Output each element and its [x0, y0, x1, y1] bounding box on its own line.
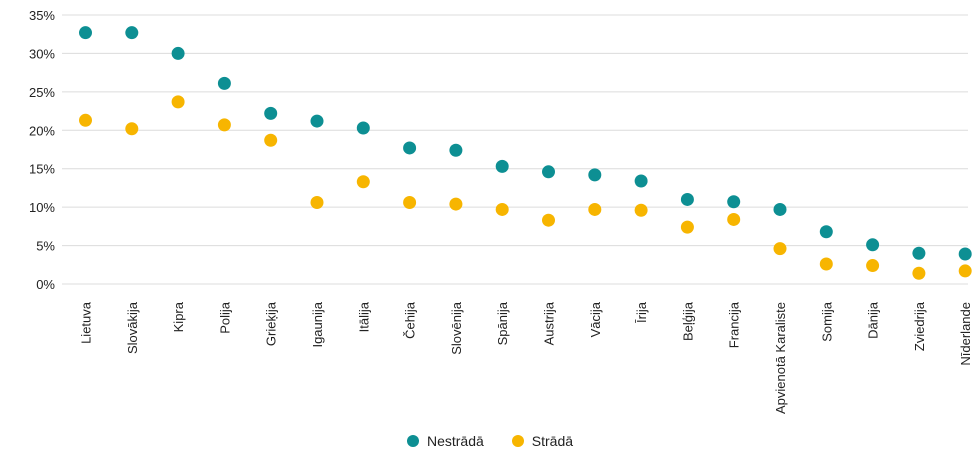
- legend-marker-series-2: [511, 435, 524, 447]
- x-category-label: Dānija: [866, 301, 881, 339]
- data-point-series-1[interactable]: [819, 225, 833, 239]
- x-category-label: Somija: [819, 301, 834, 342]
- y-tick-label: 10%: [29, 200, 55, 215]
- data-point-series-1[interactable]: [773, 202, 787, 216]
- data-point-series-2[interactable]: [680, 220, 694, 234]
- data-point-series-2[interactable]: [495, 202, 509, 216]
- data-point-series-2[interactable]: [310, 196, 324, 210]
- x-category-label: Vācija: [588, 301, 603, 337]
- data-point-series-2[interactable]: [542, 213, 555, 227]
- y-tick-label: 25%: [29, 85, 55, 100]
- data-point-series-2[interactable]: [773, 242, 787, 256]
- data-point-series-2[interactable]: [912, 266, 926, 280]
- x-category-label: Austrija: [542, 301, 557, 345]
- legend-label-series-1: Nestrādā: [426, 433, 484, 449]
- data-point-series-2[interactable]: [125, 122, 139, 136]
- data-points: [79, 26, 972, 280]
- x-category-label: Grieķija: [264, 301, 279, 346]
- x-category-label: Īrija: [634, 301, 649, 323]
- x-category-label: Apvienotā Karaliste: [773, 302, 788, 414]
- data-point-series-1[interactable]: [403, 141, 417, 155]
- data-point-series-1[interactable]: [495, 159, 509, 173]
- data-point-series-2[interactable]: [727, 212, 741, 226]
- x-category-label: Itālija: [356, 301, 371, 332]
- data-point-series-1[interactable]: [634, 174, 648, 188]
- x-category-label: Slovēnija: [449, 301, 464, 355]
- data-point-series-1[interactable]: [866, 238, 880, 252]
- data-point-series-1[interactable]: [171, 46, 185, 60]
- x-category-label: Čehija: [403, 301, 418, 339]
- data-point-series-2[interactable]: [958, 264, 972, 278]
- y-tick-label: 20%: [29, 123, 55, 138]
- data-point-series-2[interactable]: [171, 95, 185, 109]
- x-category-label: Polija: [217, 301, 232, 334]
- data-point-series-1[interactable]: [449, 143, 463, 157]
- x-category-label: Slovākija: [125, 301, 140, 354]
- y-tick-label: 0%: [36, 277, 55, 292]
- y-tick-label: 35%: [29, 8, 55, 23]
- x-axis-labels: Lietuva Slovākija Kipra Polija Grieķija Igaun…: [79, 301, 974, 414]
- data-point-series-2[interactable]: [634, 203, 648, 217]
- data-point-series-1[interactable]: [356, 121, 370, 135]
- data-point-series-1[interactable]: [912, 246, 926, 260]
- x-category-label: Igaunija: [310, 301, 325, 347]
- x-category-label: Francija: [727, 301, 742, 348]
- data-point-series-1[interactable]: [727, 195, 741, 209]
- x-category-label: Zviedrija: [912, 301, 927, 351]
- data-point-series-2[interactable]: [449, 197, 463, 211]
- data-point-series-1[interactable]: [310, 114, 324, 128]
- x-category-label: Lietuva: [79, 301, 94, 344]
- data-point-series-1[interactable]: [542, 165, 555, 179]
- data-point-series-1[interactable]: [125, 26, 139, 40]
- gridlines: [62, 14, 968, 285]
- data-point-series-1[interactable]: [958, 247, 972, 261]
- data-point-series-2[interactable]: [866, 259, 880, 273]
- data-point-series-2[interactable]: [403, 196, 417, 210]
- data-point-series-2[interactable]: [79, 113, 92, 127]
- legend-item-series-2[interactable]: Strādā: [511, 433, 574, 449]
- data-point-series-2[interactable]: [264, 133, 278, 147]
- x-category-label: Beļģija: [680, 301, 695, 341]
- data-point-series-1[interactable]: [217, 76, 231, 90]
- y-tick-label: 15%: [29, 162, 55, 177]
- data-point-series-1[interactable]: [79, 26, 92, 40]
- x-category-label: Kipra: [171, 301, 186, 332]
- y-axis-ticks: 0% 5% 10% 15% 20% 25% 30% 35%: [29, 8, 55, 292]
- y-tick-label: 5%: [36, 239, 55, 254]
- data-point-series-1[interactable]: [588, 168, 602, 182]
- data-point-series-1[interactable]: [680, 192, 694, 206]
- x-category-label: Nīderlande: [958, 302, 973, 366]
- legend-item-series-1[interactable]: Nestrādā: [406, 433, 484, 449]
- x-category-label: Spānija: [495, 301, 510, 345]
- legend: Nestrādā Strādā: [0, 433, 980, 449]
- legend-label-series-2: Strādā: [531, 433, 574, 449]
- data-point-series-2[interactable]: [819, 257, 833, 271]
- data-point-series-1[interactable]: [264, 106, 278, 120]
- data-point-series-2[interactable]: [217, 118, 231, 132]
- data-point-series-2[interactable]: [356, 175, 370, 189]
- data-point-series-2[interactable]: [588, 202, 602, 216]
- legend-marker-series-1: [406, 435, 419, 447]
- y-tick-label: 30%: [29, 46, 55, 61]
